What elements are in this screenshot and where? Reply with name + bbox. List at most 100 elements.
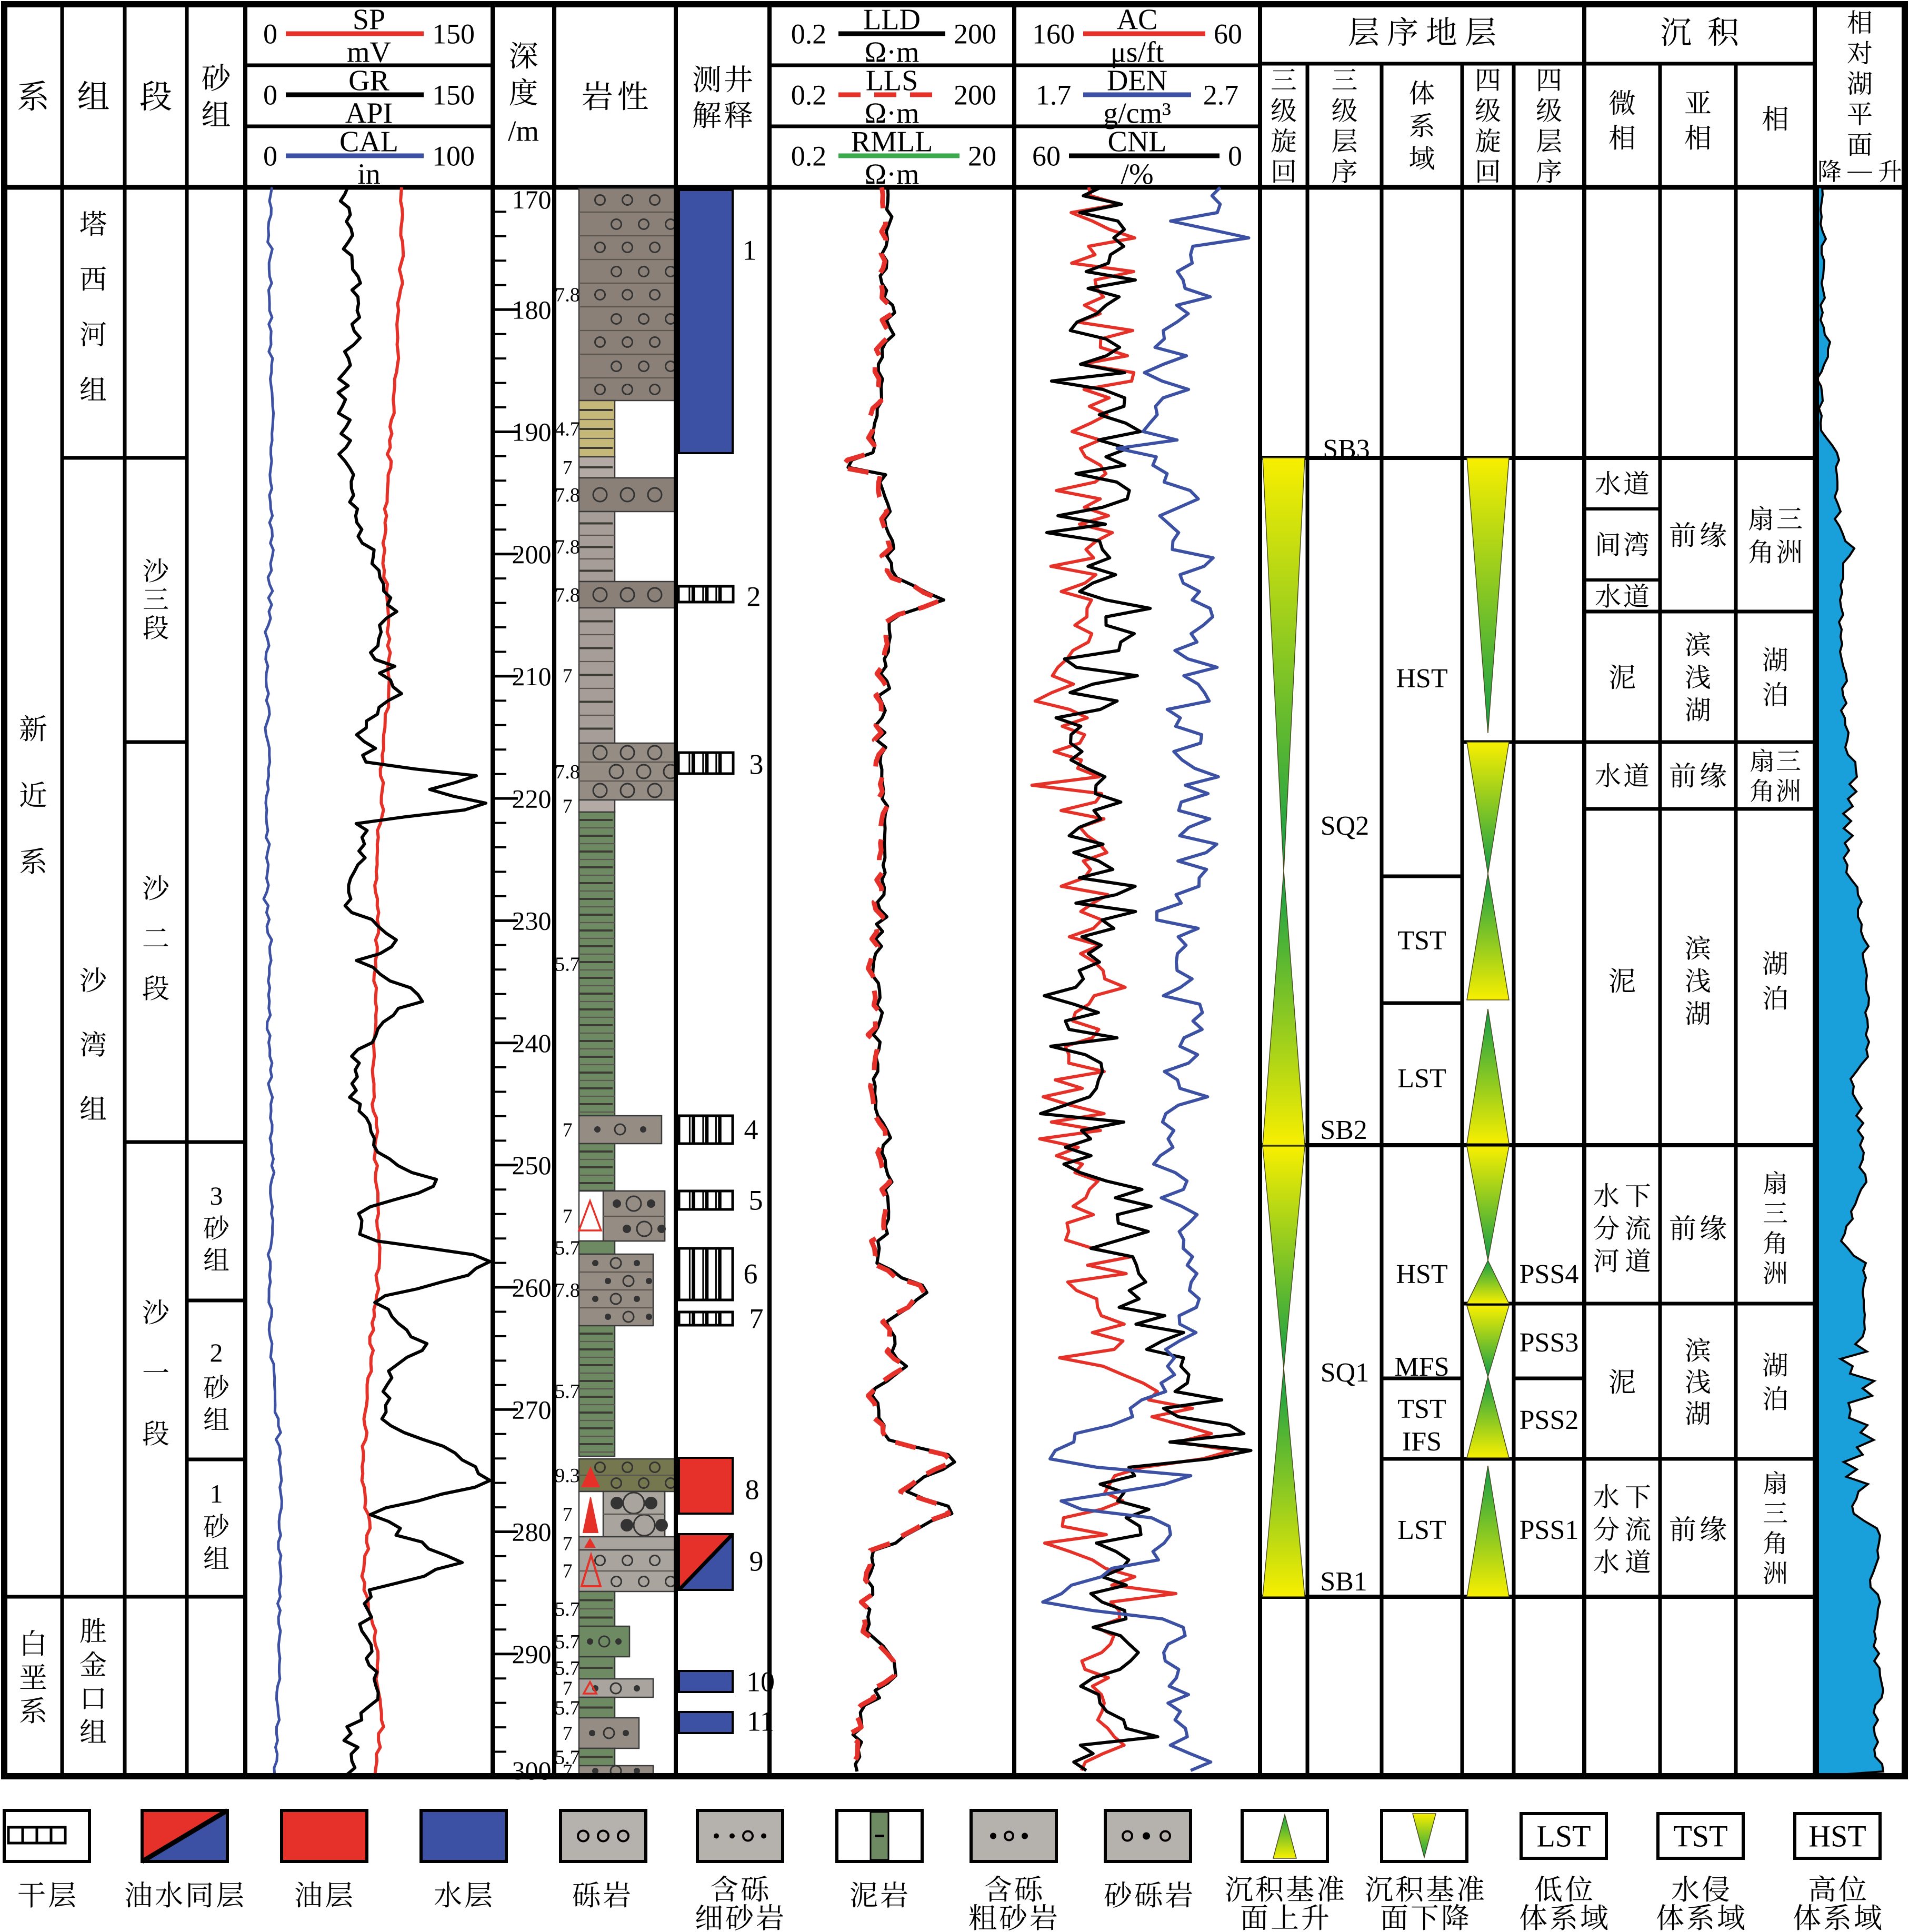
svg-text:DEN: DEN [1107,64,1167,97]
svg-text:5.7: 5.7 [555,1657,580,1679]
svg-text:CNL: CNL [1108,125,1167,158]
svg-text:7.8: 7.8 [555,284,580,306]
svg-text:7: 7 [749,1303,764,1335]
svg-text:7: 7 [563,796,573,818]
svg-text:0: 0 [1228,141,1242,172]
svg-text:230: 230 [512,906,552,936]
svg-text:0: 0 [263,18,277,50]
svg-text:Ω·m: Ω·m [865,97,919,129]
svg-text:7: 7 [563,1560,573,1583]
svg-text:250: 250 [512,1150,552,1180]
svg-text:3: 3 [749,749,764,780]
svg-text:260: 260 [512,1273,552,1302]
svg-text:TST: TST [1673,1819,1727,1854]
svg-text:3: 3 [210,1181,223,1210]
svg-text:7.8: 7.8 [555,536,580,558]
svg-text:2: 2 [210,1338,223,1367]
svg-text:g/cm³: g/cm³ [1103,97,1171,129]
svg-text:SB3: SB3 [1323,434,1370,464]
svg-text:60: 60 [1032,141,1061,172]
svg-text:4: 4 [744,1114,758,1146]
svg-text:7: 7 [563,1533,573,1555]
svg-text:5: 5 [749,1185,763,1216]
svg-text:200: 200 [954,18,996,50]
svg-text:0: 0 [263,79,277,111]
svg-text:7: 7 [563,1504,573,1526]
svg-text:μs/ft: μs/ft [1111,36,1164,68]
svg-text:190: 190 [512,417,552,447]
svg-text:PSS3: PSS3 [1520,1328,1579,1358]
svg-text:0.2: 0.2 [791,141,827,172]
svg-text:1.7: 1.7 [1036,79,1072,111]
svg-text:170: 170 [512,185,552,214]
svg-text:—: — [1847,156,1873,183]
svg-text:HST: HST [1808,1819,1866,1854]
svg-text:5.7: 5.7 [555,1380,580,1403]
svg-text:SB1: SB1 [1320,1567,1367,1597]
svg-text:200: 200 [512,539,552,569]
svg-text:7.8: 7.8 [555,1279,580,1302]
svg-text:0.2: 0.2 [791,18,827,50]
svg-text:210: 210 [512,662,552,691]
svg-text:TST: TST [1397,926,1446,956]
svg-text:240: 240 [512,1028,552,1058]
svg-text:API: API [345,97,393,129]
svg-text:TST: TST [1397,1394,1446,1424]
svg-text:220: 220 [512,784,552,813]
svg-text:5.7: 5.7 [555,954,580,976]
svg-text:7: 7 [563,665,573,687]
svg-text:1: 1 [743,235,757,266]
svg-text:HST: HST [1396,1259,1447,1289]
svg-text:7.8: 7.8 [555,761,580,783]
svg-text:5.7: 5.7 [555,1697,580,1719]
svg-text:SQ1: SQ1 [1321,1358,1369,1388]
svg-text:RMLL: RMLL [851,125,933,158]
svg-text:Ω·m: Ω·m [865,36,919,68]
svg-text:7: 7 [563,1206,573,1228]
svg-text:100: 100 [432,141,475,172]
svg-text:LST: LST [1397,1515,1446,1545]
svg-text:300: 300 [512,1756,552,1785]
svg-text:PSS2: PSS2 [1520,1405,1579,1435]
svg-text:5.7: 5.7 [555,1747,580,1769]
svg-text:1: 1 [210,1479,223,1508]
svg-text:0.2: 0.2 [791,79,827,111]
svg-text:4.7: 4.7 [555,418,580,441]
svg-text:LLS: LLS [866,64,918,97]
svg-text:PSS1: PSS1 [1520,1515,1579,1545]
svg-text:8: 8 [745,1474,759,1506]
svg-text:CAL: CAL [339,125,398,158]
svg-text:160: 160 [1032,18,1075,50]
svg-text:150: 150 [432,79,475,111]
svg-text:MFS: MFS [1394,1352,1449,1382]
svg-text:/m: /m [508,115,539,147]
svg-text:IFS: IFS [1402,1427,1442,1457]
svg-text:AC: AC [1117,3,1158,36]
svg-text:180: 180 [512,295,552,325]
svg-text:2.7: 2.7 [1203,79,1239,111]
svg-text:HST: HST [1396,664,1447,694]
svg-text:0: 0 [263,141,277,172]
svg-text:SB2: SB2 [1320,1115,1367,1145]
svg-text:5.7: 5.7 [555,1598,580,1620]
svg-text:5.7: 5.7 [555,1237,580,1259]
svg-text:mV: mV [347,36,391,68]
svg-text:60: 60 [1214,18,1242,50]
svg-text:7.8: 7.8 [555,484,580,506]
svg-text:150: 150 [432,18,475,50]
svg-text:9: 9 [749,1546,764,1577]
svg-text:LST: LST [1397,1064,1446,1094]
svg-text:6: 6 [744,1258,758,1290]
svg-text:7: 7 [563,1119,573,1142]
svg-text:PSS4: PSS4 [1520,1259,1579,1289]
svg-text:LST: LST [1536,1819,1591,1854]
svg-text:290: 290 [512,1639,552,1669]
svg-text:2: 2 [747,581,761,613]
svg-text:20: 20 [968,141,996,172]
svg-text:GR: GR [348,64,389,97]
svg-text:LLD: LLD [863,3,921,36]
svg-text:9.3: 9.3 [555,1465,580,1487]
svg-text:SQ2: SQ2 [1321,811,1369,841]
svg-text:5.7: 5.7 [555,1631,580,1653]
svg-text:7: 7 [563,1678,573,1700]
